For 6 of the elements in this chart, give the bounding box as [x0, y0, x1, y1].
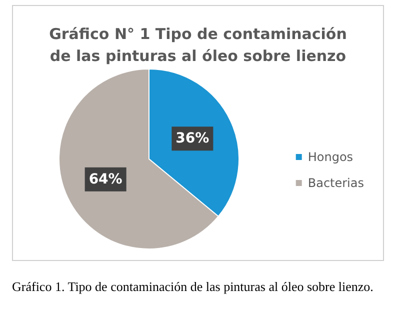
legend-label: Hongos — [308, 150, 354, 164]
chart-title: Gráfico N° 1 Tipo de contaminación de las pinturas al óleo sobre lienzo — [49, 25, 347, 65]
data-label: 36% — [176, 130, 210, 147]
text: Gráfico 1. Tipo de contaminación de las pinturas al óleo sobre lienzo. — [12, 278, 374, 295]
legend-label: Bacterias — [308, 176, 364, 190]
data-label: 64% — [88, 171, 122, 188]
